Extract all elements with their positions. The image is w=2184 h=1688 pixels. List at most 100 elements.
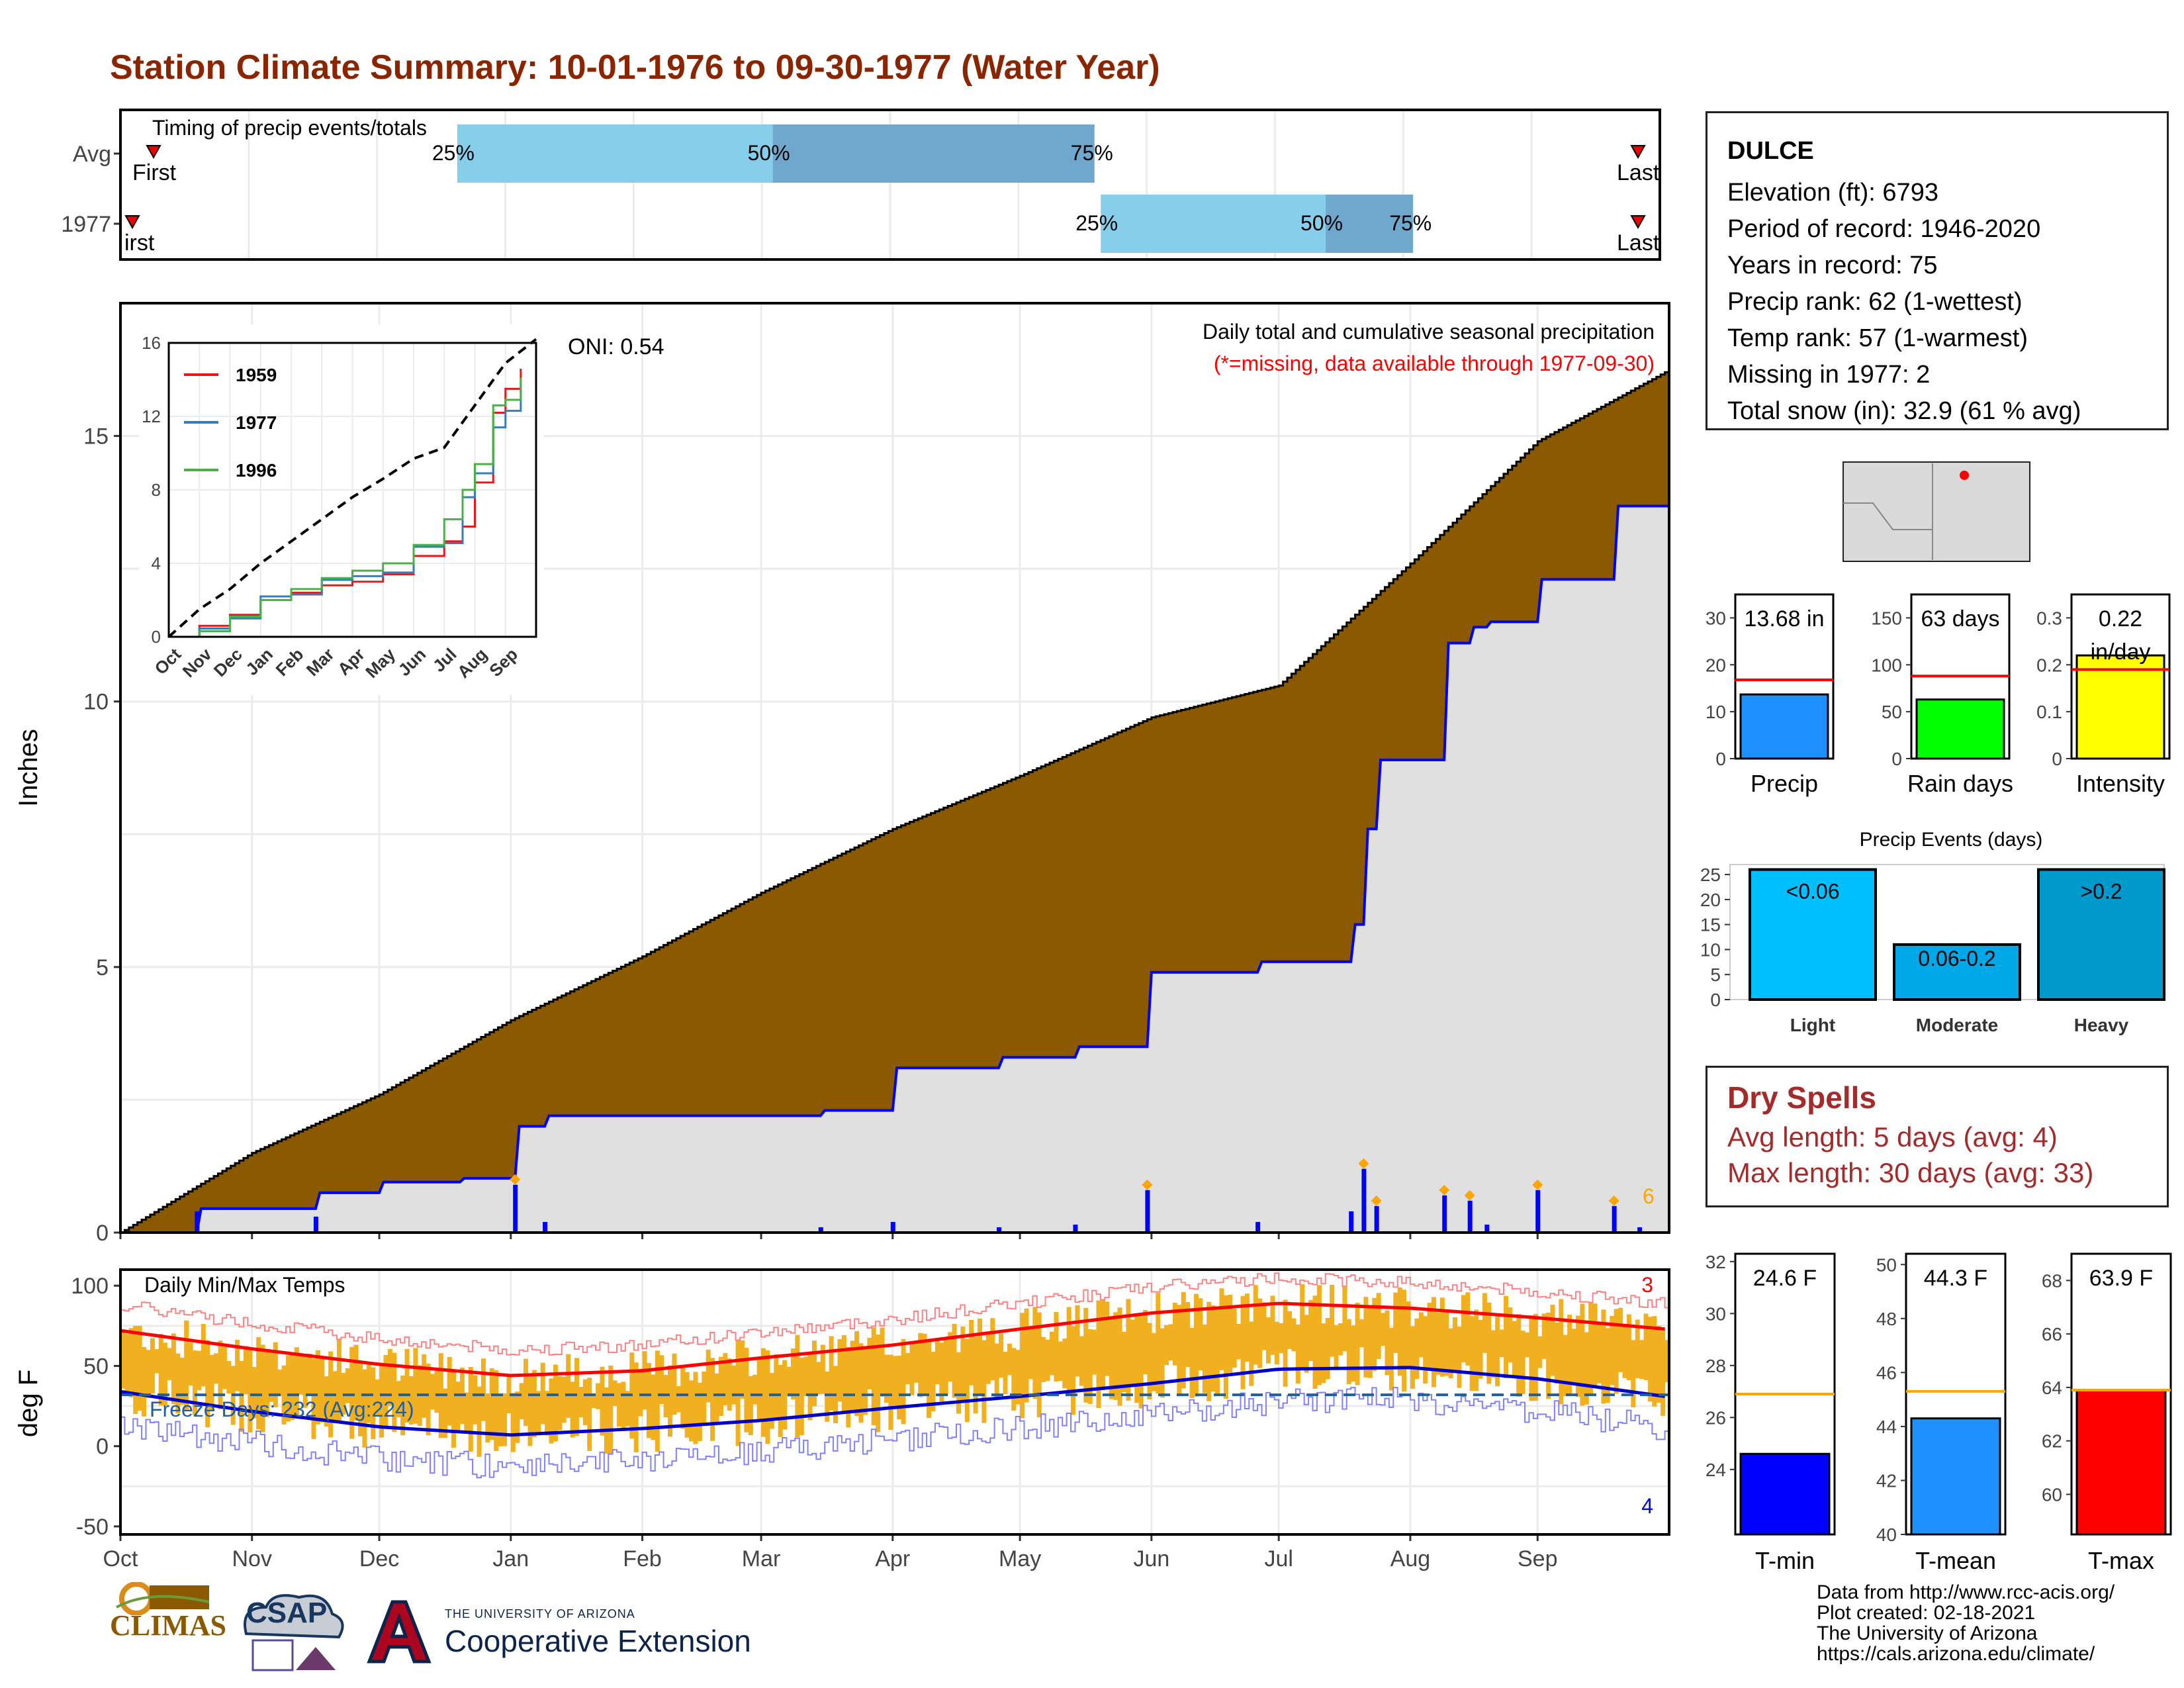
climas-logo-text: CLIMAS	[110, 1609, 227, 1642]
temp-daily-bar	[239, 1360, 244, 1432]
temp-daily-bar	[969, 1319, 974, 1385]
station-snow: Total snow (in): 32.9 (61 % avg)	[1727, 397, 2081, 425]
ua-logo-icon	[367, 1600, 432, 1664]
temp-daily-bar	[604, 1387, 609, 1454]
temp-daily-bar	[179, 1358, 185, 1405]
temp-daily-bar	[545, 1391, 550, 1436]
temp-daily-bar	[256, 1337, 261, 1430]
inset-y-tick-label: 8	[152, 480, 161, 500]
dry-spells-max: Max length: 30 days (avg: 33)	[1727, 1157, 2094, 1188]
temp-daily-bar	[345, 1368, 350, 1403]
temp-daily-bar	[582, 1379, 588, 1425]
temp-daily-bar	[1020, 1313, 1025, 1419]
temp-daily-bar	[1439, 1297, 1445, 1377]
precip-event-bar	[1893, 943, 2021, 1002]
temp-daily-bar	[1550, 1304, 1555, 1376]
temp-daily-bar	[124, 1333, 130, 1392]
temp-daily-bar	[375, 1379, 380, 1416]
temp-daily-bar	[587, 1378, 592, 1451]
temp-daily-bar	[167, 1348, 172, 1380]
temp-daily-bar	[1092, 1329, 1097, 1375]
x-tick-label: Oct	[103, 1546, 138, 1571]
daily-precip-marker	[510, 1174, 521, 1185]
temp-daily-bar	[447, 1356, 452, 1426]
temp-daily-bar	[905, 1352, 911, 1385]
temp-daily-bar	[371, 1367, 376, 1440]
temp-daily-bar	[897, 1355, 902, 1420]
temp-daily-bar	[1342, 1286, 1347, 1352]
temp-daily-bar	[1198, 1298, 1203, 1371]
temp-daily-bar	[1414, 1318, 1420, 1380]
temp-daily-bar	[1453, 1317, 1458, 1370]
temp-daily-bar	[1618, 1307, 1623, 1372]
timing-p50-label: 50%	[748, 141, 790, 165]
inset-legend-label: 1959	[236, 365, 277, 385]
temp-daily-bar	[1185, 1301, 1191, 1368]
temp-daily-bar	[1605, 1328, 1610, 1403]
temp-daily-bar	[205, 1340, 210, 1428]
temp-daily-bar	[1393, 1292, 1398, 1353]
station-missing: Missing in 1977: 2	[1727, 361, 1931, 389]
x-tick-label: Mar	[742, 1546, 781, 1571]
temp-daily-bar	[999, 1333, 1004, 1378]
temp-daily-bar	[646, 1363, 651, 1438]
temp-daily-bar	[1465, 1292, 1471, 1366]
credits: Data from http://www.rcc-acis.org/ Plot …	[1817, 1582, 2115, 1664]
precip-events-y-tick-label: 20	[1700, 890, 1721, 910]
daily-precip-bar	[1442, 1195, 1447, 1233]
timing-last-marker	[1630, 145, 1646, 160]
timing-panel-border	[119, 109, 1661, 261]
temp-daily-bar	[1418, 1312, 1424, 1358]
temp-daily-bar	[1469, 1316, 1475, 1391]
temp-daily-bar	[1367, 1307, 1373, 1378]
temp-daily-bar	[1253, 1285, 1258, 1365]
temp-daily-bar	[642, 1351, 647, 1410]
temp-daily-bar	[1388, 1327, 1394, 1391]
inset-y-tick-label: 0	[152, 627, 161, 647]
daily-precip-bar	[1637, 1227, 1643, 1233]
temp-daily-bar	[803, 1356, 809, 1397]
x-tick-label: Sep	[1518, 1546, 1558, 1571]
temp-daily-bar	[1265, 1317, 1271, 1364]
temp-daily-bar	[477, 1386, 482, 1457]
ua-logo-small-text: THE UNIVERSITY OF ARIZONA	[445, 1607, 635, 1620]
temp-daily-bar	[1385, 1310, 1390, 1376]
temp-daily-bar	[608, 1365, 614, 1454]
timing-last-marker	[1630, 215, 1646, 230]
csap-logo-icon	[244, 1594, 344, 1671]
summary-y-tick-label: 24	[1706, 1460, 1726, 1480]
summary-value-label: 0.22	[2099, 606, 2142, 632]
summary-panel-label: Precip	[1751, 770, 1818, 797]
temp-daily-bar	[790, 1348, 796, 1400]
temp-daily-bar	[1559, 1299, 1564, 1405]
temp-daily-bar	[307, 1353, 312, 1395]
temp-daily-bar	[1508, 1307, 1513, 1363]
temp-daily-bar	[981, 1340, 987, 1423]
temp-daily-bar	[1215, 1309, 1220, 1396]
temp-daily-bar	[1499, 1329, 1504, 1358]
temp-daily-bar	[1236, 1323, 1242, 1360]
temp-daily-bar	[510, 1393, 516, 1452]
temp-daily-bar	[1087, 1329, 1093, 1404]
temp-daily-bar	[294, 1347, 299, 1417]
temp-daily-bar	[1168, 1324, 1173, 1361]
inset-y-tick-label: 4	[152, 553, 161, 573]
x-tick-label: Aug	[1390, 1546, 1431, 1571]
temp-daily-bar	[1431, 1297, 1436, 1387]
temp-daily-bar	[825, 1371, 830, 1422]
summary-y-tick-label: 32	[1706, 1252, 1726, 1272]
temp-daily-bar	[353, 1344, 359, 1421]
daily-precip-bar	[1484, 1224, 1490, 1233]
temp-daily-bar	[1181, 1291, 1186, 1389]
temp-daily-bar	[324, 1376, 329, 1427]
temp-daily-bar	[1381, 1313, 1386, 1346]
daily-precip-bar	[543, 1221, 548, 1233]
daily-precip-marker	[1464, 1190, 1475, 1201]
temp-daily-bar	[536, 1391, 541, 1434]
daily-precip-bar	[513, 1184, 518, 1233]
timing-first-marker	[146, 145, 161, 160]
temp-title: Daily Min/Max Temps	[144, 1273, 345, 1297]
temp-daily-bar	[1045, 1339, 1050, 1382]
inset-border	[167, 342, 537, 638]
